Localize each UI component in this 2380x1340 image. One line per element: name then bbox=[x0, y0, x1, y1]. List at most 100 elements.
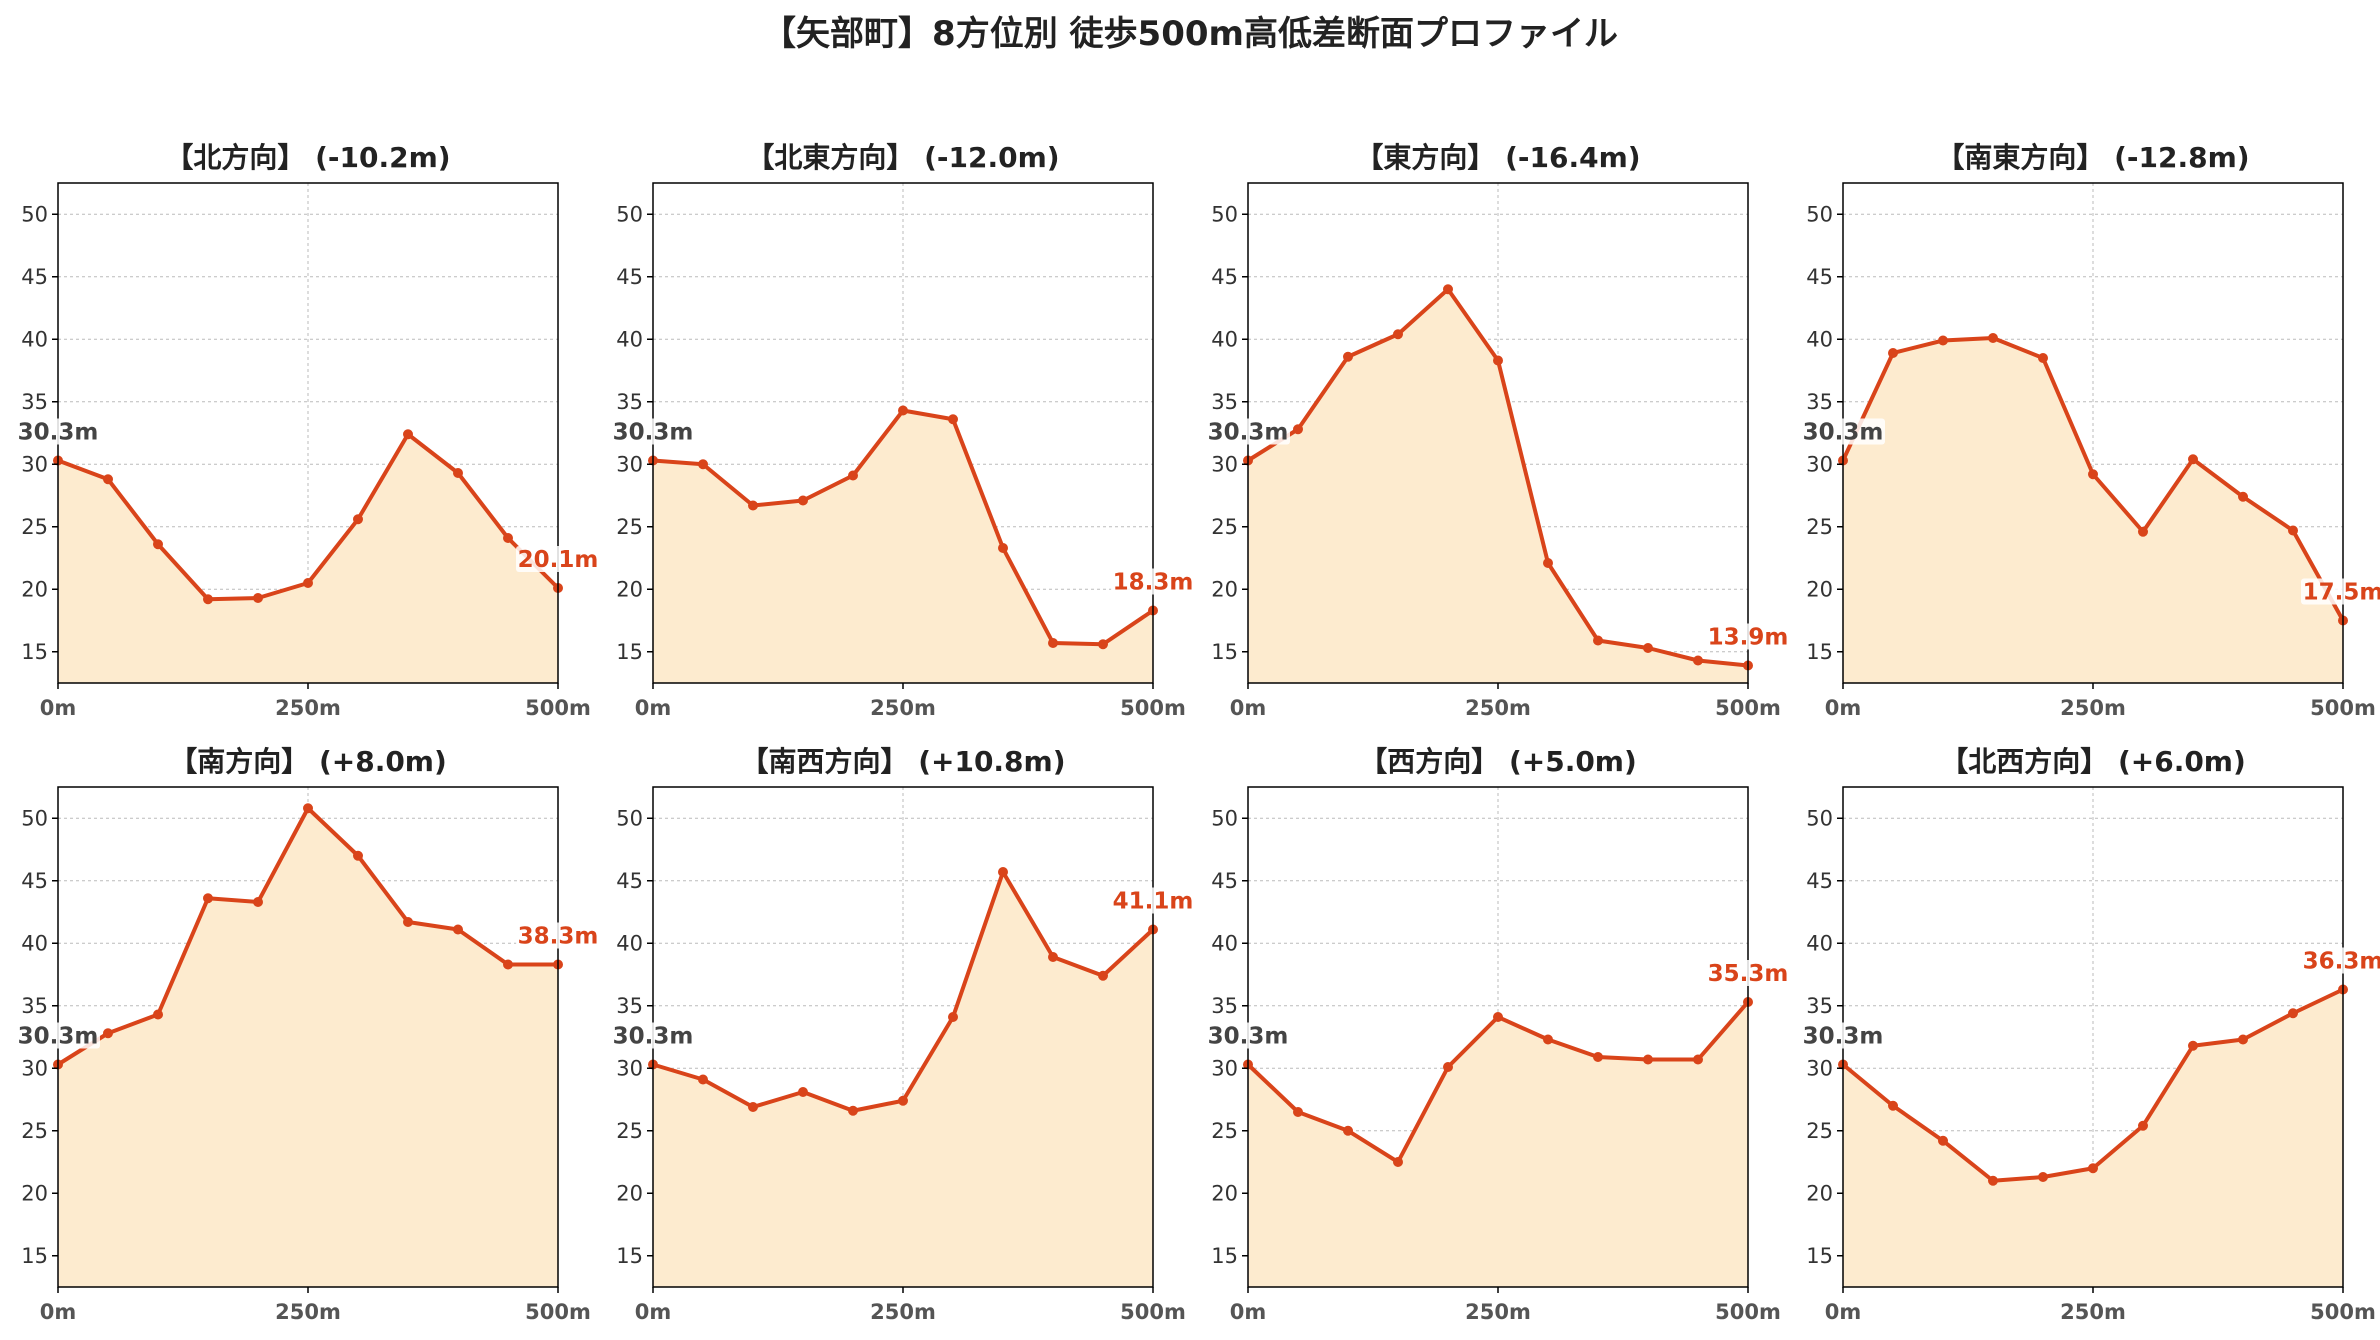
y-tick-label: 50 bbox=[1806, 806, 1833, 830]
y-tick-label: 25 bbox=[1211, 515, 1238, 539]
area-fill bbox=[58, 808, 558, 1287]
y-tick-label: 15 bbox=[1806, 640, 1833, 664]
y-tick-label: 30 bbox=[1211, 1056, 1238, 1080]
y-tick-label: 45 bbox=[1806, 869, 1833, 893]
data-point bbox=[1938, 1135, 1948, 1146]
data-point bbox=[2238, 491, 2248, 502]
data-point bbox=[1543, 1034, 1553, 1045]
y-tick-label: 35 bbox=[1806, 994, 1833, 1018]
data-point bbox=[998, 867, 1008, 877]
data-point bbox=[1693, 1054, 1703, 1065]
data-point bbox=[1593, 635, 1603, 646]
y-tick-label: 30 bbox=[1806, 452, 1833, 476]
panel-title: 【東方向】 (-16.4m) bbox=[1355, 141, 1640, 174]
data-point bbox=[2188, 454, 2198, 465]
data-point bbox=[848, 1105, 858, 1116]
y-tick-label: 20 bbox=[616, 577, 643, 601]
data-point bbox=[2288, 1008, 2298, 1019]
end-label-bg bbox=[2301, 578, 2380, 605]
y-tick-label: 15 bbox=[616, 1244, 643, 1268]
data-point bbox=[503, 959, 513, 970]
data-point bbox=[1888, 348, 1898, 358]
start-elevation-label: 30.3m bbox=[18, 420, 99, 446]
data-point bbox=[798, 1087, 808, 1097]
data-point bbox=[103, 474, 113, 485]
data-point bbox=[698, 459, 708, 470]
y-tick-label: 40 bbox=[1211, 327, 1238, 351]
y-tick-label: 25 bbox=[1806, 1119, 1833, 1143]
x-tick-label: 500m bbox=[525, 1300, 591, 1324]
y-tick-label: 20 bbox=[1211, 1181, 1238, 1205]
data-point bbox=[1593, 1052, 1603, 1062]
y-tick-label: 45 bbox=[616, 869, 643, 893]
data-point bbox=[1393, 1157, 1403, 1167]
x-tick-label: 250m bbox=[275, 1300, 341, 1324]
data-point bbox=[203, 594, 213, 605]
y-tick-label: 50 bbox=[1211, 806, 1238, 830]
y-tick-label: 45 bbox=[1806, 265, 1833, 289]
end-elevation-label: 36.3m bbox=[2303, 949, 2380, 975]
x-tick-label: 0m bbox=[40, 696, 77, 720]
y-tick-label: 20 bbox=[1211, 577, 1238, 601]
x-tick-label: 250m bbox=[2060, 696, 2126, 720]
start-elevation-label: 30.3m bbox=[1803, 420, 1884, 446]
data-point bbox=[798, 495, 808, 506]
y-tick-label: 15 bbox=[1806, 1244, 1833, 1268]
y-tick-label: 40 bbox=[616, 931, 643, 955]
start-label-bg bbox=[611, 418, 695, 445]
y-tick-label: 40 bbox=[616, 327, 643, 351]
data-point bbox=[898, 1095, 908, 1106]
y-tick-label: 40 bbox=[1806, 327, 1833, 351]
end-elevation-label: 41.1m bbox=[1113, 889, 1194, 915]
x-tick-label: 0m bbox=[1230, 1300, 1267, 1324]
y-tick-label: 30 bbox=[21, 1056, 48, 1080]
data-point bbox=[1643, 643, 1653, 653]
data-point bbox=[848, 470, 858, 481]
data-point bbox=[203, 893, 213, 904]
data-point bbox=[353, 514, 363, 525]
end-label-bg bbox=[1111, 887, 1195, 914]
data-point bbox=[103, 1028, 113, 1039]
x-tick-label: 250m bbox=[1465, 1300, 1531, 1324]
start-elevation-label: 30.3m bbox=[1208, 1024, 1289, 1050]
start-label-bg bbox=[1206, 1022, 1290, 1049]
data-point bbox=[1938, 335, 1948, 346]
y-tick-label: 35 bbox=[1806, 390, 1833, 414]
end-elevation-label: 35.3m bbox=[1708, 961, 1789, 987]
data-point bbox=[453, 924, 463, 935]
end-label-bg bbox=[516, 922, 600, 949]
y-tick-label: 50 bbox=[616, 202, 643, 226]
y-tick-label: 15 bbox=[21, 1244, 48, 1268]
start-label-bg bbox=[16, 1022, 100, 1049]
data-point bbox=[2038, 1172, 2048, 1182]
area-fill bbox=[653, 410, 1153, 683]
end-label-bg bbox=[2301, 947, 2380, 974]
y-tick-label: 30 bbox=[21, 452, 48, 476]
x-tick-label: 500m bbox=[2310, 1300, 2376, 1324]
y-tick-label: 40 bbox=[21, 327, 48, 351]
x-tick-label: 0m bbox=[635, 1300, 672, 1324]
panel-title: 【南東方向】 (-12.8m) bbox=[1936, 141, 2249, 174]
panel-title: 【南西方向】 (+10.8m) bbox=[740, 745, 1065, 778]
y-tick-label: 35 bbox=[1211, 390, 1238, 414]
y-tick-label: 25 bbox=[616, 515, 643, 539]
data-point bbox=[1643, 1054, 1653, 1065]
data-point bbox=[2088, 1163, 2098, 1174]
data-point bbox=[153, 539, 163, 550]
data-point bbox=[748, 1102, 758, 1112]
y-tick-label: 30 bbox=[1211, 452, 1238, 476]
y-tick-label: 50 bbox=[1211, 202, 1238, 226]
end-label-bg bbox=[1706, 623, 1790, 650]
y-tick-label: 15 bbox=[1211, 640, 1238, 664]
y-tick-label: 20 bbox=[1806, 577, 1833, 601]
y-tick-label: 35 bbox=[21, 994, 48, 1018]
x-tick-label: 0m bbox=[635, 696, 672, 720]
y-tick-label: 25 bbox=[21, 1119, 48, 1143]
start-elevation-label: 30.3m bbox=[18, 1024, 99, 1050]
y-tick-label: 15 bbox=[616, 640, 643, 664]
data-point bbox=[1343, 351, 1353, 362]
x-tick-label: 500m bbox=[1120, 1300, 1186, 1324]
